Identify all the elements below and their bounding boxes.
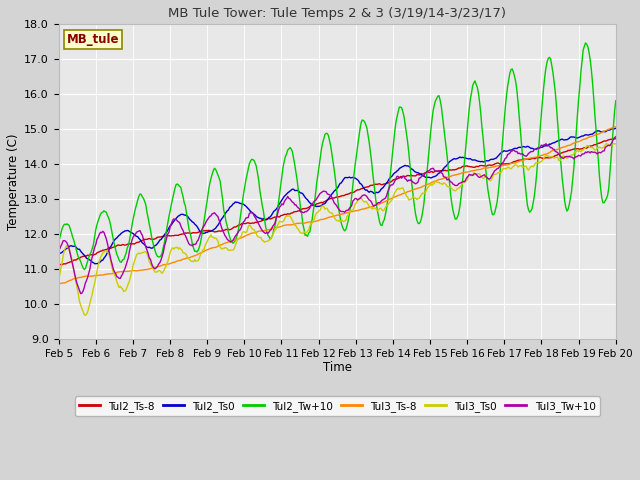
- Tul3_Tw+10: [394, 174, 402, 180]
- Tul3_Ts-8: [465, 169, 473, 175]
- Tul3_Ts0: [603, 141, 611, 146]
- Tul2_Tw+10: [367, 158, 375, 164]
- Tul2_Tw+10: [55, 239, 63, 244]
- Tul2_Ts-8: [228, 226, 236, 231]
- Tul2_Tw+10: [291, 162, 298, 168]
- Tul2_Ts-8: [290, 209, 298, 215]
- Tul2_Tw+10: [582, 40, 589, 46]
- Tul2_Tw+10: [394, 108, 402, 114]
- Tul2_Ts0: [291, 188, 298, 193]
- Line: Tul2_Ts0: Tul2_Ts0: [59, 128, 616, 264]
- Tul3_Ts-8: [55, 280, 63, 286]
- Tul2_Ts0: [55, 251, 63, 257]
- Line: Tul2_Ts-8: Tul2_Ts-8: [59, 139, 616, 265]
- Tul3_Tw+10: [562, 154, 570, 160]
- Line: Tul3_Ts0: Tul3_Ts0: [59, 144, 616, 315]
- Tul2_Ts-8: [561, 149, 568, 155]
- Tul3_Ts0: [291, 222, 298, 228]
- Tul2_Ts0: [367, 189, 375, 194]
- Tul2_Tw+10: [229, 240, 237, 246]
- Tul2_Tw+10: [562, 204, 570, 210]
- Tul3_Ts-8: [562, 144, 570, 149]
- Tul2_Ts0: [612, 125, 620, 131]
- Tul3_Tw+10: [229, 238, 237, 243]
- Tul3_Ts-8: [291, 221, 298, 227]
- Tul3_Ts-8: [56, 281, 63, 287]
- Line: Tul2_Tw+10: Tul2_Tw+10: [59, 43, 616, 269]
- Tul3_Ts0: [229, 247, 237, 253]
- Tul3_Ts0: [612, 141, 620, 146]
- Tul3_Ts-8: [367, 204, 375, 210]
- Tul3_Tw+10: [465, 171, 473, 177]
- Tul3_Tw+10: [55, 247, 63, 253]
- Tul2_Ts0: [562, 137, 570, 143]
- Tul2_Tw+10: [465, 106, 473, 112]
- Tul2_Ts-8: [393, 176, 401, 182]
- Tul3_Ts0: [55, 275, 63, 280]
- Tul2_Tw+10: [81, 266, 88, 272]
- Tul3_Tw+10: [612, 134, 620, 140]
- Tul2_Ts-8: [367, 182, 374, 188]
- Line: Tul3_Tw+10: Tul3_Tw+10: [59, 137, 616, 294]
- Tul3_Ts0: [394, 185, 402, 191]
- Tul2_Ts-8: [464, 164, 472, 169]
- Tul3_Tw+10: [367, 199, 375, 205]
- Tul3_Ts-8: [612, 124, 620, 130]
- Tul3_Ts0: [562, 154, 570, 159]
- Line: Tul3_Ts-8: Tul3_Ts-8: [59, 127, 616, 284]
- Text: MB_tule: MB_tule: [67, 33, 120, 47]
- Tul3_Ts-8: [394, 192, 402, 198]
- Tul3_Ts0: [367, 205, 375, 211]
- Tul3_Ts0: [81, 312, 89, 318]
- Legend: Tul2_Ts-8, Tul2_Ts0, Tul2_Tw+10, Tul3_Ts-8, Tul3_Ts0, Tul3_Tw+10: Tul2_Ts-8, Tul2_Ts0, Tul2_Tw+10, Tul3_Ts…: [75, 396, 600, 416]
- Tul2_Tw+10: [612, 98, 620, 104]
- Tul2_Ts0: [229, 201, 237, 207]
- Tul2_Ts-8: [55, 262, 63, 268]
- Tul3_Tw+10: [77, 291, 84, 297]
- Tul3_Ts0: [465, 172, 473, 178]
- Title: MB Tule Tower: Tule Temps 2 & 3 (3/19/14-3/23/17): MB Tule Tower: Tule Temps 2 & 3 (3/19/14…: [168, 7, 506, 20]
- Tul2_Ts0: [394, 167, 402, 173]
- Tul2_Ts-8: [612, 136, 620, 142]
- Y-axis label: Temperature (C): Temperature (C): [7, 133, 20, 229]
- Tul3_Ts-8: [229, 238, 237, 243]
- Tul3_Tw+10: [291, 202, 298, 208]
- Tul2_Ts0: [91, 261, 99, 266]
- X-axis label: Time: Time: [323, 361, 351, 374]
- Tul2_Ts0: [465, 156, 473, 162]
